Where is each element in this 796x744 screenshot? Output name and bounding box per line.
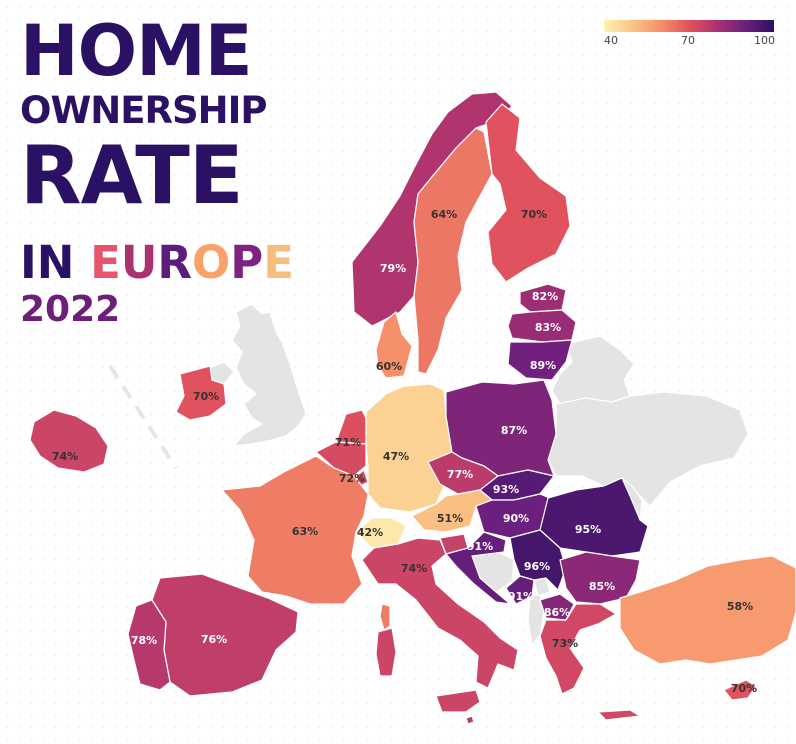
label-france: 63% (292, 525, 318, 538)
label-italy: 74% (401, 562, 427, 575)
label-lithuania: 89% (530, 359, 556, 372)
label-poland: 87% (501, 424, 527, 437)
label-netherlands: 71% (335, 436, 361, 449)
region-malta (465, 715, 475, 725)
color-legend: 40 70 100 (604, 20, 775, 60)
label-serbia: 96% (524, 560, 550, 573)
region-uk (231, 303, 307, 447)
region-france (221, 455, 369, 605)
title-line-in-europe: IN EUROPE (20, 240, 294, 285)
label-spain: 76% (201, 633, 227, 646)
region-denmark (375, 311, 413, 379)
title-europe-letter-1: U (120, 236, 158, 289)
label-denmark: 60% (376, 360, 402, 373)
title-europe-word: EUROPE (90, 236, 294, 289)
region-switzerland (355, 517, 407, 549)
label-switzerland: 42% (357, 526, 383, 539)
label-turkey: 58% (727, 600, 753, 613)
title-europe-letter-5: E (263, 236, 295, 289)
decorative-dash-line (108, 364, 178, 470)
region-crete (597, 709, 641, 721)
title-europe-letter-4: P (230, 236, 264, 289)
region-germany (365, 383, 453, 513)
title-line-rate: RATE (20, 129, 244, 222)
label-slovakia: 93% (493, 483, 519, 496)
label-iceland: 74% (52, 450, 78, 463)
label-croatia: 91% (467, 540, 493, 553)
region-sicily (435, 689, 481, 713)
region-lithuania (507, 339, 573, 381)
region-turkey (619, 555, 796, 665)
label-norway: 79% (380, 262, 406, 275)
region-finland (485, 103, 571, 283)
label-cyprus: 70% (731, 682, 757, 695)
region-cyprus (723, 679, 757, 701)
region-corsica (379, 603, 391, 631)
label-portugal: 78% (131, 634, 157, 647)
label-finland: 70% (521, 208, 547, 221)
region-greece (539, 603, 617, 695)
title-year: 2022 (20, 289, 121, 330)
label-germany: 47% (383, 450, 409, 463)
region-ireland (175, 365, 227, 421)
title-europe-letter-0: E (90, 236, 121, 289)
title-prefix: IN (20, 236, 91, 289)
region-italy (361, 537, 519, 689)
label-montenegro: 91% (508, 590, 534, 603)
region-austria (411, 489, 493, 533)
region-portugal (127, 599, 171, 691)
label-bulgaria: 85% (589, 580, 615, 593)
label-czechia: 77% (447, 468, 473, 481)
region-sweden (413, 127, 493, 375)
legend-gradient-bar (604, 20, 774, 32)
region-kosovo (533, 577, 551, 597)
label-hungary: 90% (503, 512, 529, 525)
title-line-ownership: OWNERSHIP (20, 89, 267, 132)
region-iceland (29, 409, 109, 473)
title-line-home: HOME (20, 10, 253, 92)
region-bulgaria (559, 551, 641, 605)
label-ireland: 70% (193, 390, 219, 403)
label-belgium: 72% (339, 472, 365, 485)
legend-tick-70: 70 (681, 34, 695, 47)
region-croatia (445, 531, 511, 605)
label-estonia: 82% (532, 290, 558, 303)
label-austria: 51% (437, 512, 463, 525)
label-romania: 95% (575, 523, 601, 536)
label-greece: 73% (552, 637, 578, 650)
no-data-countries (209, 303, 749, 646)
region-north-macedonia (539, 593, 575, 621)
region-serbia (509, 529, 567, 591)
legend-tick-100: 100 (754, 34, 775, 47)
title-europe-letter-3: O (192, 236, 231, 289)
region-montenegro (505, 575, 535, 605)
region-sardinia (375, 627, 397, 677)
region-ukraine (547, 391, 749, 507)
title-europe-letter-2: R (157, 236, 193, 289)
label-latvia: 83% (535, 321, 561, 334)
label-sweden: 64% (431, 208, 457, 221)
label-north-macedonia: 86% (544, 606, 570, 619)
legend-tick-40: 40 (604, 34, 618, 47)
